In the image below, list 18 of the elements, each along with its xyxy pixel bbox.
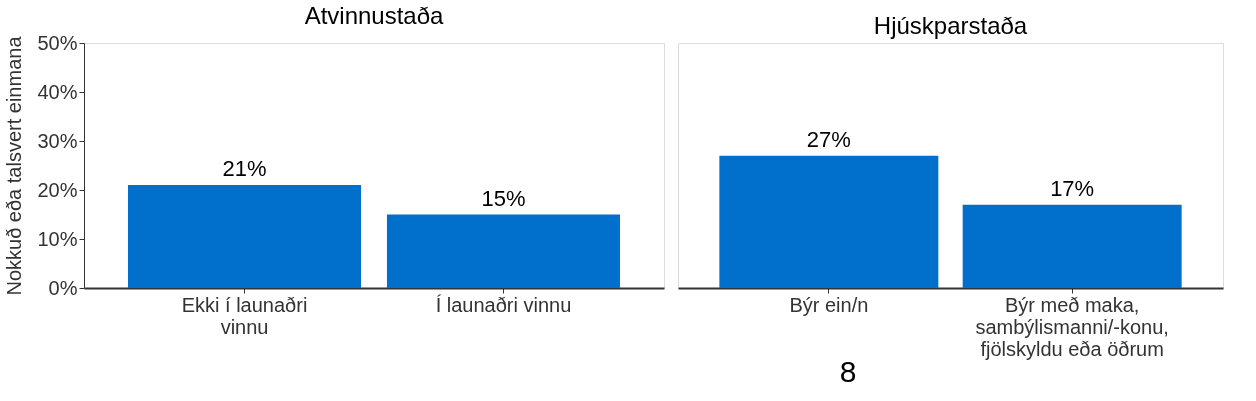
y-tick-label: 10% xyxy=(37,227,78,250)
y-tick-label: 20% xyxy=(37,178,78,201)
x-tick-label: Býr ein/n xyxy=(789,293,869,316)
y-tick-label: 50% xyxy=(37,31,78,54)
data-label: 27% xyxy=(806,126,851,152)
chart-title: Atvinnustaða xyxy=(304,2,445,29)
text: 8 xyxy=(839,355,857,388)
x-tick-label: Býr með maka, sambýlismanni/-konu, fjölskyldu eða öðrum xyxy=(975,293,1169,360)
x-tick-label: Í launaðri vinnu xyxy=(435,293,572,316)
y-axis-title: Nokkuð eða talsvert einmana xyxy=(3,35,26,296)
data-label: 21% xyxy=(222,156,267,182)
x-tick-label: Ekki í launaðri vinnu xyxy=(181,293,308,338)
y-tick-label: 0% xyxy=(48,276,78,299)
data-label: 15% xyxy=(481,185,526,211)
data-label: 17% xyxy=(1050,175,1095,201)
y-tick-label: 30% xyxy=(37,129,78,152)
y-tick-label: 40% xyxy=(37,80,78,103)
chart-title: Hjúskparstaða xyxy=(873,12,1028,39)
